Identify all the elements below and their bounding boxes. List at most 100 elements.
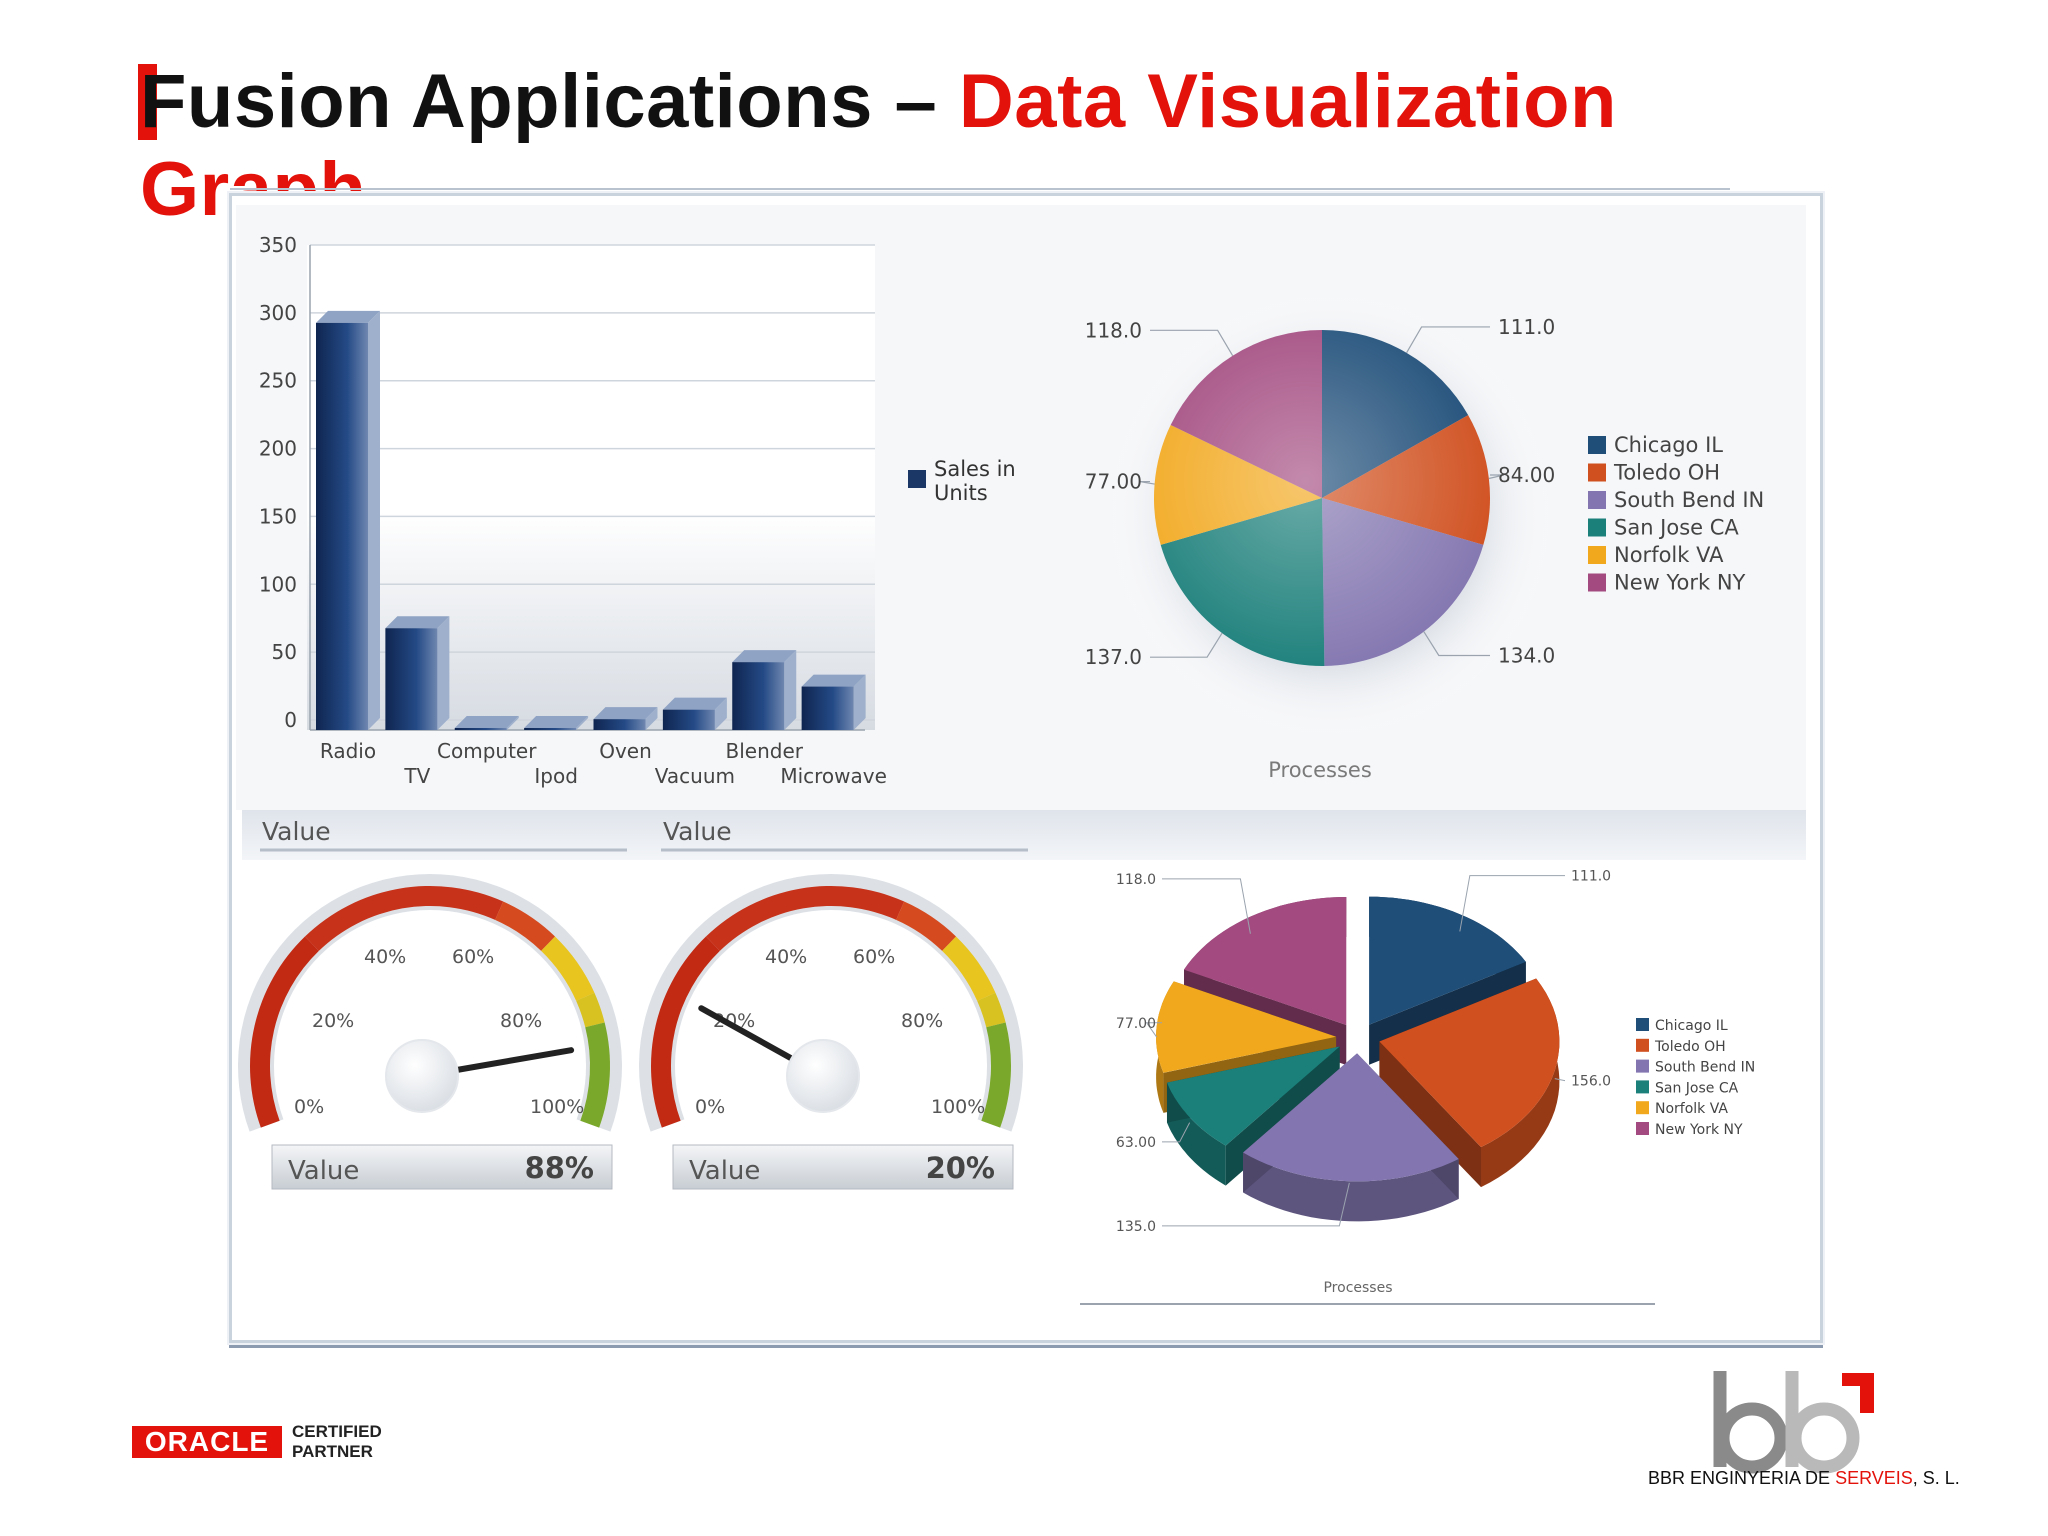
- pie3d-value-label: 118.0: [1116, 872, 1156, 888]
- pie-value-label: 84.00: [1498, 463, 1555, 487]
- bar-top-blender: [732, 650, 797, 663]
- pie-legend-swatch: [1588, 573, 1606, 592]
- bar-y-tick-label: 100: [259, 572, 297, 596]
- pie3d-legend-label: Norfolk VA: [1655, 1101, 1728, 1117]
- gauge-tick-label: 60%: [452, 946, 494, 968]
- pie3d-leader-line: [1554, 1078, 1565, 1082]
- gauge-readout-box: [271, 1144, 613, 1190]
- gauge-band-segment: [896, 901, 957, 951]
- bar-y-tick-label: 150: [259, 504, 297, 528]
- pie-legend-label: South Bend IN: [1614, 488, 1764, 512]
- gauge-tick-label: 20%: [713, 1010, 755, 1032]
- pie3d-leader-line: [1145, 1022, 1162, 1038]
- pie-value-label: 77.00: [1085, 470, 1142, 494]
- pie-leader-line: [1488, 474, 1504, 480]
- bar-tv: [385, 628, 438, 730]
- pie3d-leader-line: [1162, 1182, 1350, 1227]
- pie-value-label: 137.0: [1085, 645, 1142, 669]
- gauge-readout-box: [672, 1144, 1014, 1190]
- bar-y-tick-label: 50: [272, 640, 297, 664]
- processes-pie-chart: 111.0 84.00 134.0 137.0 77.00 118.0 Chicago I…: [1085, 290, 1764, 782]
- gauge-88: Value 0% 20% 40% 60% 80% 100% Value 88%: [237, 817, 627, 1190]
- pie-legend-swatch: [1588, 463, 1606, 482]
- pie-legend-swatch: [1588, 491, 1606, 509]
- bar-ipod: [524, 728, 577, 730]
- bar-legend-line1: Sales in: [934, 457, 1016, 481]
- bar-top-tv: [385, 616, 450, 629]
- pie3d-value-label: 111.0: [1571, 869, 1611, 885]
- bar-top-vacuum: [662, 697, 727, 710]
- pie-value-label: 118.0: [1085, 318, 1142, 342]
- pie3d-slice-norfolk-va: [1156, 981, 1337, 1073]
- pie3d-slice-chicago-il: [1369, 896, 1526, 1025]
- bar-x-label-radio: Radio: [320, 739, 376, 763]
- bar-legend-line2: Units: [934, 481, 988, 505]
- company-name-part2: SERVEIS: [1835, 1468, 1913, 1488]
- pie-leader-line: [1423, 631, 1490, 657]
- bar-microwave: [801, 686, 854, 730]
- bar-y-tick-label: 0: [284, 708, 297, 732]
- bar-top-microwave: [801, 674, 866, 687]
- bar-top-ipod: [524, 716, 589, 728]
- pie3d-slice-san-jose-ca: [1167, 1046, 1340, 1146]
- bar-oven: [593, 719, 646, 730]
- company-name-part1: BBR ENGINYERIA DE: [1648, 1468, 1836, 1488]
- gauge-tick-label: 60%: [853, 946, 895, 968]
- gauge-band-segment: [250, 936, 319, 1128]
- pie3d-slice-south-bend-in: [1243, 1053, 1459, 1182]
- bar-x-label-computer: Computer: [437, 739, 537, 763]
- company-name-part3: , S. L.: [1912, 1468, 1960, 1488]
- oracle-cert-line1: CERTIFIED: [292, 1422, 382, 1441]
- pie-leader-line: [1150, 632, 1223, 658]
- pie3d-slice-new-york-ny: [1184, 897, 1347, 1025]
- pie-value-label: 111.0: [1498, 315, 1555, 339]
- bar-radio: [316, 322, 368, 730]
- bar-side-tv: [437, 616, 450, 730]
- sales-bar-chart: 0 50 100 150 200 250 300 350 Radio TV ComputerIpo…: [259, 233, 1016, 788]
- bar-y-tick-label: 200: [259, 437, 297, 461]
- bar-side-oven: [645, 707, 658, 730]
- bbr-logo: [1713, 1371, 1874, 1474]
- gauge-tick-label: 40%: [765, 946, 807, 968]
- gauge-band-segment: [981, 1022, 1011, 1128]
- gauge-band-segment: [651, 936, 720, 1128]
- bar-top-computer: [454, 716, 519, 728]
- pie3d-value-label: 77.00: [1116, 1016, 1156, 1032]
- pie-legend-label: Toledo OH: [1613, 461, 1720, 485]
- pie3d-value-label: 135.0: [1116, 1219, 1156, 1235]
- gauge-hub: [786, 1039, 860, 1113]
- gauge-bezel: [639, 873, 1023, 1132]
- pie3d-leader-line: [1162, 1122, 1191, 1143]
- bar-x-label-tv: TV: [403, 764, 430, 788]
- pie3d-wall-toledo-oh: [1379, 1041, 1482, 1188]
- gauge-title: Value: [262, 817, 331, 846]
- bar-x-label-ipod: Ipod: [534, 764, 578, 788]
- pie-legend-label: Chicago IL: [1614, 433, 1723, 457]
- bar-top-radio: [316, 310, 380, 323]
- slide-title-main: Fusion Applications –: [140, 59, 959, 144]
- gauge-band-segment: [942, 936, 996, 1001]
- bar-y-tick-label: 300: [259, 301, 297, 325]
- gauge-hub: [385, 1039, 459, 1113]
- pie3d-legend-swatch: [1636, 1122, 1649, 1135]
- pie-legend-label: San Jose CA: [1614, 516, 1739, 540]
- company-name: BBR ENGINYERIA DE SERVEIS, S. L.: [1648, 1468, 1960, 1489]
- gauge-tick-label: 100%: [931, 1096, 985, 1118]
- gauge-20: Value 0% 20% 40% 60% 80% 100% Value 20%: [639, 817, 1028, 1190]
- gauge-band-segment: [576, 992, 605, 1028]
- gauge-tick-label: 40%: [364, 946, 406, 968]
- pie3d-legend-label: New York NY: [1655, 1122, 1743, 1138]
- pie-legend-swatch: [1588, 546, 1606, 564]
- pie3d-leader-line: [1162, 878, 1251, 934]
- pie3d-slice-toledo-oh: [1379, 978, 1560, 1148]
- bar-x-label-blender: Blender: [726, 739, 804, 763]
- pie3d-legend-swatch: [1636, 1018, 1649, 1031]
- title-accent-bar: [138, 64, 157, 140]
- bar-side-vacuum: [714, 697, 727, 730]
- pie3d-x-label: Processes: [1323, 1280, 1392, 1296]
- gauge-readout-value: 88%: [525, 1151, 594, 1185]
- pie-value-label: 134.0: [1498, 643, 1555, 667]
- pie-legend-label: New York NY: [1614, 571, 1746, 595]
- pie-legend-swatch: [1588, 518, 1606, 537]
- gauge-title: Value: [663, 817, 732, 846]
